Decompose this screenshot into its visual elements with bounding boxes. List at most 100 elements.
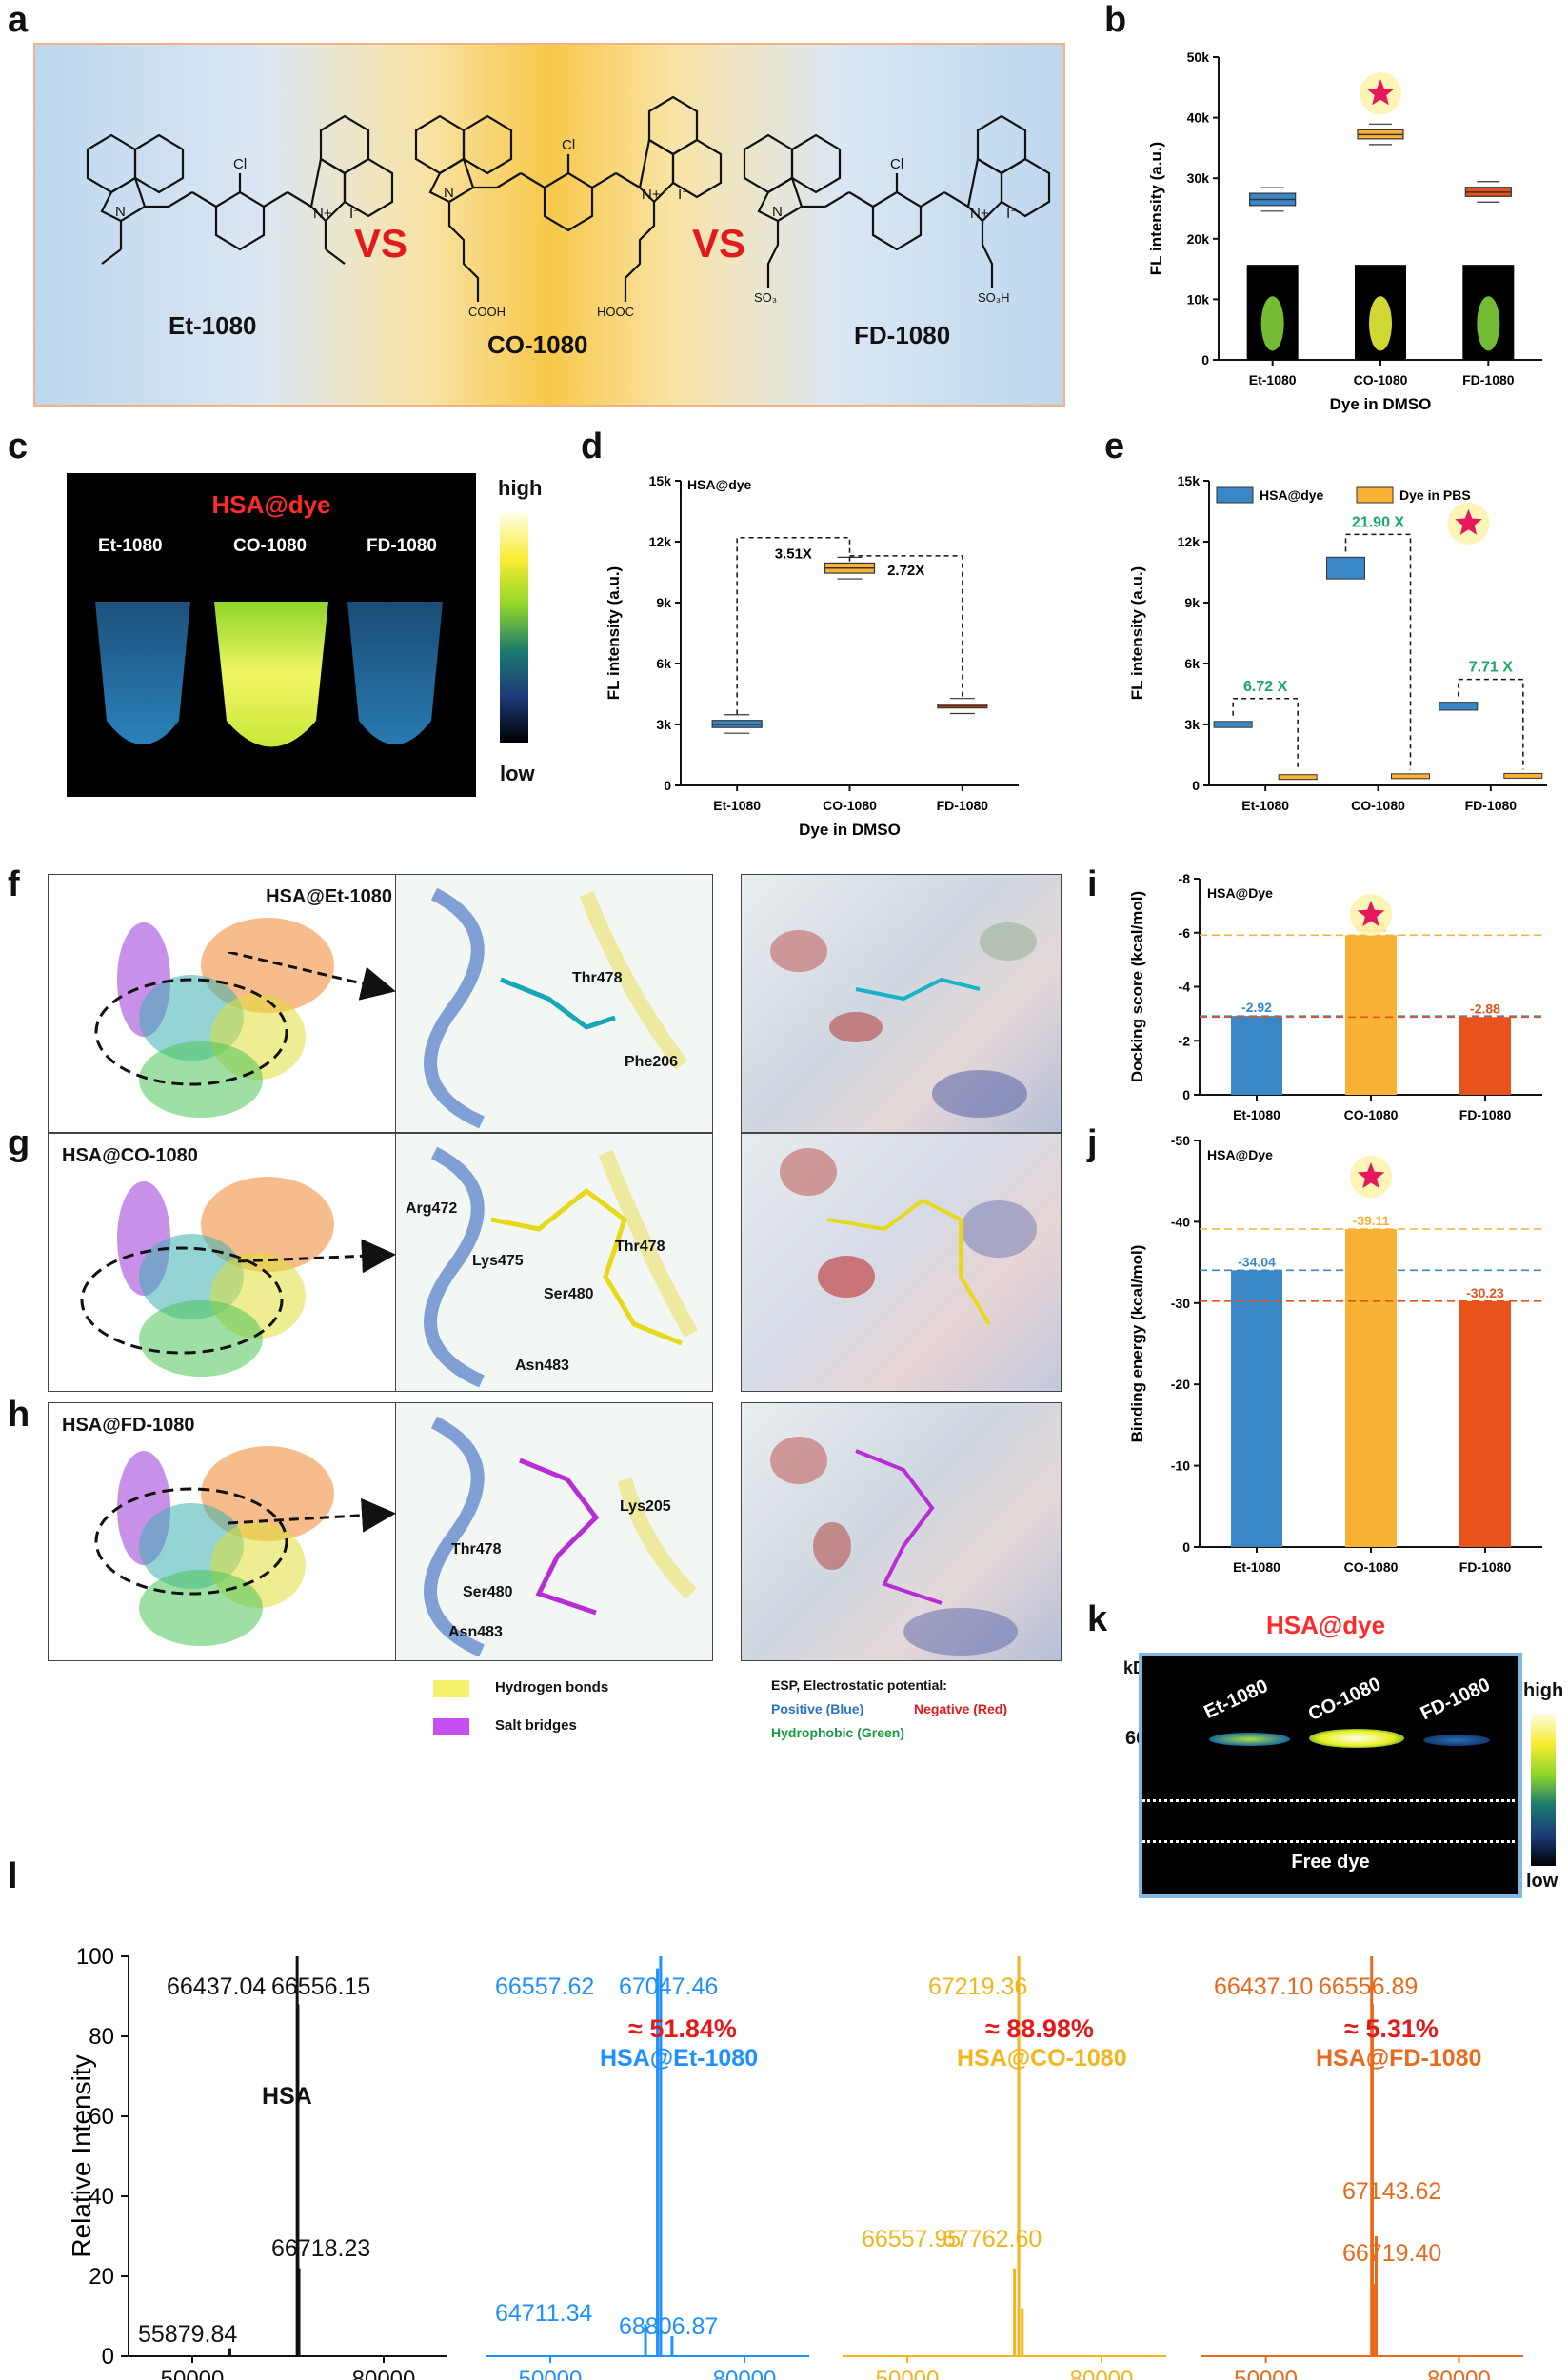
esp-surface-f xyxy=(741,874,1062,1133)
y-axis-label: FL intensity (a.u.) xyxy=(605,566,623,700)
colorbar-k-low: low xyxy=(1526,1871,1558,1892)
bar-CO-1080 xyxy=(1345,935,1397,1095)
x-tick-label: Et-1080 xyxy=(1233,1559,1280,1575)
y-axis-label: Docking score (kcal/mol) xyxy=(1128,891,1146,1082)
bar-FD-1080 xyxy=(1459,1300,1511,1547)
panel-label-k: k xyxy=(1087,1599,1108,1639)
ratio-line-2 xyxy=(849,555,963,699)
legend-swatch-pbs xyxy=(1356,486,1394,504)
y-tick-label: 3k xyxy=(656,717,671,732)
star-chart-j-icon xyxy=(1357,1162,1385,1189)
box-hsa-Et-1080 xyxy=(1213,721,1253,728)
tube-glow-Et-1080 xyxy=(1260,296,1284,351)
tube-fd xyxy=(347,602,443,744)
esp-surface-g xyxy=(741,1133,1062,1392)
binding-percent: ≈ 88.98% xyxy=(985,2014,1094,2043)
et-1080-structure xyxy=(86,114,394,265)
legend-swatch-hsa xyxy=(1216,486,1254,504)
y-tick-label: 0 xyxy=(1192,778,1200,793)
y-tick-label: 40 xyxy=(89,2184,114,2210)
y-tick-label: -8 xyxy=(1179,871,1191,886)
y-tick-label: -50 xyxy=(1171,1133,1190,1148)
y-tick-label: 0 xyxy=(664,778,671,793)
fd-1080-structure xyxy=(743,114,1051,288)
y-tick-label: -6 xyxy=(1179,925,1191,941)
colorbar-c-high: high xyxy=(498,476,543,500)
spectrum-name: HSA xyxy=(262,2083,312,2110)
y-tick-label: 9k xyxy=(1184,595,1200,610)
star-b-icon xyxy=(1366,79,1395,106)
value-label: -2.88 xyxy=(1470,1001,1500,1016)
chart-l-mass-spectra: 0 20 40 60 80 100 Relative Intensity 50000 80000… xyxy=(67,1944,1523,2380)
peak-label: 68806.87 xyxy=(619,2313,718,2340)
atom-nplus-a: N+ xyxy=(313,206,332,222)
protein-overview-g: HSA@CO-1080 xyxy=(48,1133,407,1392)
bar-Et-1080 xyxy=(1231,1270,1282,1547)
residue-h-2: Thr478 xyxy=(451,1541,502,1557)
atom-i-c: I⁻ xyxy=(1006,206,1018,222)
chart-e: 0 3k 6k 9k 12k 15k Et-1080 CO-1080 FD-1080 FL int… xyxy=(1128,473,1547,813)
ratio-label: 7.71 X xyxy=(1469,660,1514,676)
panel-label-j: j xyxy=(1087,1123,1098,1163)
x-tick-label: FD-1080 xyxy=(1459,1107,1512,1122)
tube-et xyxy=(95,602,190,744)
chart-d: 0 3k 6k 9k 12k 15k Et-1080 CO-1080 FD-1080 FL int… xyxy=(605,473,1019,839)
residue-g-2: Thr478 xyxy=(615,1239,665,1255)
salt-bridge-label: Salt bridges xyxy=(495,1717,577,1734)
atom-cl-c: Cl xyxy=(890,156,903,172)
tube-fluorescence-image: HSA@dye Et-1080 CO-1080 FD-1080 xyxy=(67,473,476,797)
protein-overview-h: HSA@FD-1080 xyxy=(48,1402,407,1661)
atom-i-a: I⁻ xyxy=(349,206,361,222)
binding-site-f: Thr478 Phe206 xyxy=(395,874,713,1133)
value-label: -39.11 xyxy=(1353,1213,1390,1228)
x-tick-label: 80000 xyxy=(713,2367,777,2380)
chart-j: 0 -10 -20 -30 -40 -50 Et-1080 CO-1080 FD-1080 Bin… xyxy=(1128,1133,1542,1575)
y-tick-label: 12k xyxy=(1178,534,1201,549)
molecule-name-co: CO-1080 xyxy=(487,330,588,359)
box-hsa-FD-1080 xyxy=(1439,702,1479,711)
molecule-comparison-panel: Cl Cl Cl N N+ I⁻ N N+ I⁻ N N+ I⁻ COOH HO… xyxy=(33,43,1065,407)
residue-h-4: Asn483 xyxy=(448,1624,503,1640)
spectrum-name: HSA@CO-1080 xyxy=(957,2045,1127,2072)
gel-lane-co: CO-1080 xyxy=(1304,1673,1384,1726)
ratio-line xyxy=(1232,698,1299,771)
value-label: -34.04 xyxy=(1238,1254,1276,1269)
y-tick-label: 50k xyxy=(1187,50,1210,65)
hbond-label: Hydrogen bonds xyxy=(495,1679,609,1696)
ratio-label-2: 2.72X xyxy=(887,563,924,579)
y-tick-label: 20k xyxy=(1187,231,1210,247)
gel-title: HSA@dye xyxy=(1266,1611,1386,1639)
panel-label-e: e xyxy=(1104,426,1125,466)
y-tick-label: 0 xyxy=(102,2344,114,2370)
panel-label-d: d xyxy=(581,426,604,466)
protein-ribbon-h xyxy=(94,1446,334,1646)
tube-glow-FD-1080 xyxy=(1477,296,1500,351)
y-axis-label: FL intensity (a.u.) xyxy=(1128,566,1146,700)
binding-site-h: Lys205 Thr478 Ser480 Asn483 xyxy=(395,1402,713,1661)
star-chart-i-icon xyxy=(1357,901,1385,927)
x-tick-label: FD-1080 xyxy=(1462,372,1515,387)
spectrum-name: HSA@Et-1080 xyxy=(600,2045,758,2072)
x-tick-label: CO-1080 xyxy=(1351,798,1405,813)
peak-label: 67219.36 xyxy=(928,1973,1027,2000)
atom-cl-b: Cl xyxy=(562,137,575,153)
panel-label-c: c xyxy=(8,426,29,466)
y-tick-label: -20 xyxy=(1171,1377,1190,1392)
x-tick-label: 80000 xyxy=(1427,2367,1491,2380)
esp-hydrophobic: Hydrophobic (Green) xyxy=(771,1725,905,1740)
gel-free-dye-box xyxy=(1142,1799,1515,1843)
peak-label: 66557.62 xyxy=(495,1973,594,2000)
peak-label: 66557.95 xyxy=(862,2226,961,2252)
x-axis-label: Dye in DMSO xyxy=(799,821,901,839)
inner-label-chart-j: HSA@Dye xyxy=(1207,1147,1273,1162)
y-axis-label: Binding energy (kcal/mol) xyxy=(1128,1245,1146,1443)
x-tick-label: Et-1080 xyxy=(1249,372,1297,387)
y-tick-label: 20 xyxy=(89,2264,114,2290)
peak-label: 67762.60 xyxy=(943,2226,1042,2252)
y-tick-label: 0 xyxy=(1182,1539,1190,1555)
atom-n-a: N xyxy=(115,204,126,220)
y-tick-label: 0 xyxy=(1182,1087,1190,1102)
complex-title-h: HSA@FD-1080 xyxy=(62,1415,195,1436)
atom-nplus-b: N+ xyxy=(642,187,661,203)
colorbar-k-high: high xyxy=(1523,1680,1564,1701)
